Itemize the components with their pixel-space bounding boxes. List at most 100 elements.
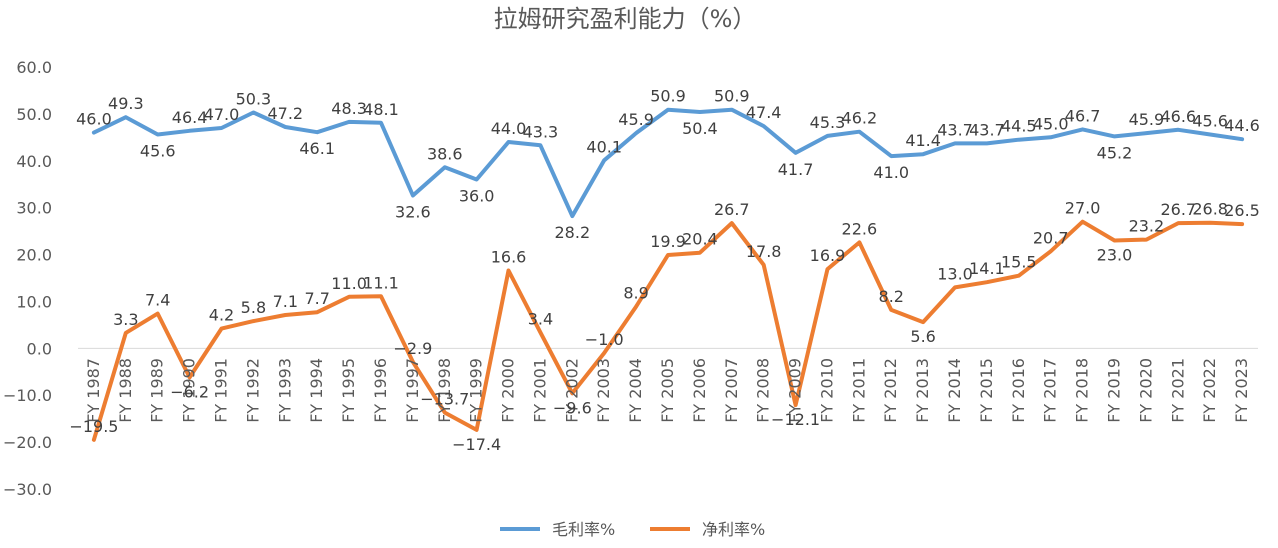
data-label: 26.5 xyxy=(1224,201,1260,220)
data-label: 44.5 xyxy=(1001,117,1037,136)
x-tick-label: FY 2010 xyxy=(817,358,836,423)
x-tick-label: FY 2022 xyxy=(1200,358,1219,423)
data-label: 5.6 xyxy=(910,327,935,346)
data-label: 38.6 xyxy=(427,144,463,163)
x-tick-label: FY 1998 xyxy=(435,358,454,423)
data-label: 50.4 xyxy=(682,119,718,138)
data-label: 43.7 xyxy=(937,120,973,139)
data-label: 8.9 xyxy=(623,284,648,303)
data-label: 48.1 xyxy=(363,100,399,119)
data-label: 50.9 xyxy=(714,87,750,106)
y-tick-label: 0.0 xyxy=(27,339,52,358)
series-line-1 xyxy=(91,219,1245,442)
legend: 毛利率% 净利率% xyxy=(500,520,765,539)
x-tick-label: FY 1987 xyxy=(84,358,103,423)
data-label: 50.3 xyxy=(236,89,272,108)
data-label: 7.1 xyxy=(273,292,298,311)
x-tick-label: FY 2013 xyxy=(913,358,932,423)
x-tick-label: FY 2020 xyxy=(1136,358,1155,423)
x-tick-label: FY 2009 xyxy=(786,358,805,423)
x-tick-label: FY 1993 xyxy=(275,358,294,423)
y-tick-label: −10.0 xyxy=(3,386,52,405)
data-label: 46.4 xyxy=(172,108,208,127)
data-label: 45.9 xyxy=(618,110,654,129)
y-tick-label: 10.0 xyxy=(16,292,52,311)
series-line-0 xyxy=(91,107,1245,219)
data-label: 15.5 xyxy=(1001,253,1037,272)
data-label: 41.4 xyxy=(905,131,941,150)
data-label: 26.8 xyxy=(1192,200,1228,219)
x-tick-label: FY 2017 xyxy=(1041,358,1060,423)
data-label: −2.9 xyxy=(393,339,432,358)
x-tick-label: FY 2006 xyxy=(690,358,709,423)
data-label: 23.0 xyxy=(1097,245,1133,264)
data-label: 4.2 xyxy=(209,306,234,325)
data-label: −19.5 xyxy=(69,417,118,436)
x-tick-label: FY 2011 xyxy=(849,358,868,423)
data-label: 11.0 xyxy=(331,274,367,293)
data-label: 46.1 xyxy=(299,139,335,158)
data-label: 22.6 xyxy=(842,219,878,238)
data-label: 46.7 xyxy=(1065,106,1101,125)
data-label: −1.0 xyxy=(585,330,624,349)
data-label: 11.1 xyxy=(363,273,399,292)
x-tick-label: FY 2008 xyxy=(754,358,773,423)
y-tick-label: 40.0 xyxy=(16,152,52,171)
data-label: 17.8 xyxy=(746,242,782,261)
x-tick-label: FY 2018 xyxy=(1073,358,1092,423)
data-label: 20.7 xyxy=(1033,228,1069,247)
data-label: 13.0 xyxy=(937,264,973,283)
y-tick-label: 20.0 xyxy=(16,246,52,265)
data-label: 46.6 xyxy=(1160,107,1196,126)
data-labels: 46.049.3 45.6 46.447.050.347.2 46.1 48.348.1… xyxy=(69,87,1259,454)
data-label: 16.9 xyxy=(810,246,846,265)
data-label: 45.6 xyxy=(1192,112,1228,131)
y-tick-label: −20.0 xyxy=(3,433,52,452)
y-tick-label: 60.0 xyxy=(16,58,52,77)
legend-label: 净利率% xyxy=(702,520,765,539)
data-label: 43.3 xyxy=(523,122,559,141)
data-label: 20.4 xyxy=(682,230,718,249)
data-label: 45.9 xyxy=(1129,110,1165,129)
data-label: 8.2 xyxy=(879,287,904,306)
data-label: 43.7 xyxy=(969,120,1005,139)
data-label: −17.4 xyxy=(452,435,501,454)
data-label: 45.0 xyxy=(1033,114,1069,133)
data-label: 3.4 xyxy=(528,309,553,328)
data-label: 32.6 xyxy=(395,202,431,221)
data-label: 36.0 xyxy=(459,187,495,206)
x-tick-label: FY 1997 xyxy=(403,358,422,423)
legend-label: 毛利率% xyxy=(552,520,615,539)
x-tick-label: FY 2016 xyxy=(1009,358,1028,423)
x-tick-label: FY 2003 xyxy=(594,358,613,423)
data-label: 14.1 xyxy=(969,259,1005,278)
data-label: 26.7 xyxy=(714,200,750,219)
data-label: 7.7 xyxy=(304,289,329,308)
x-tick-label: FY 1990 xyxy=(180,358,199,423)
x-axis-ticks: FY 1987 FY 1988 FY 1989 FY 1990 FY 1991 FY 19… xyxy=(84,358,1251,423)
data-label: 46.2 xyxy=(842,109,878,128)
data-label: −6.2 xyxy=(170,382,209,401)
y-tick-label: 50.0 xyxy=(16,105,52,124)
x-tick-label: FY 2007 xyxy=(722,358,741,423)
x-tick-label: FY 2023 xyxy=(1232,358,1251,423)
x-tick-label: FY 2021 xyxy=(1168,358,1187,423)
x-tick-label: FY 2015 xyxy=(977,358,996,423)
x-tick-label: FY 2005 xyxy=(658,358,677,423)
x-tick-label: FY 1995 xyxy=(339,358,358,423)
y-axis-ticks: 60.0 50.0 40.0 30.0 20.0 10.0 0.0 −10.0 −20.0 −30… xyxy=(3,58,52,499)
data-label: 3.3 xyxy=(113,310,138,329)
x-tick-label: FY 1989 xyxy=(148,358,167,423)
data-label: 7.4 xyxy=(145,291,170,310)
x-tick-label: FY 2014 xyxy=(945,358,964,423)
data-label: 44.6 xyxy=(1224,116,1260,135)
x-tick-label: FY 1999 xyxy=(467,358,486,423)
x-tick-label: FY 1994 xyxy=(307,358,326,423)
x-tick-label: FY 2019 xyxy=(1104,358,1123,423)
data-label: 27.0 xyxy=(1065,199,1101,218)
data-label: 44.0 xyxy=(491,119,527,138)
data-label: 45.2 xyxy=(1097,143,1133,162)
x-tick-label: FY 1991 xyxy=(212,358,231,423)
x-tick-label: FY 2002 xyxy=(562,358,581,423)
